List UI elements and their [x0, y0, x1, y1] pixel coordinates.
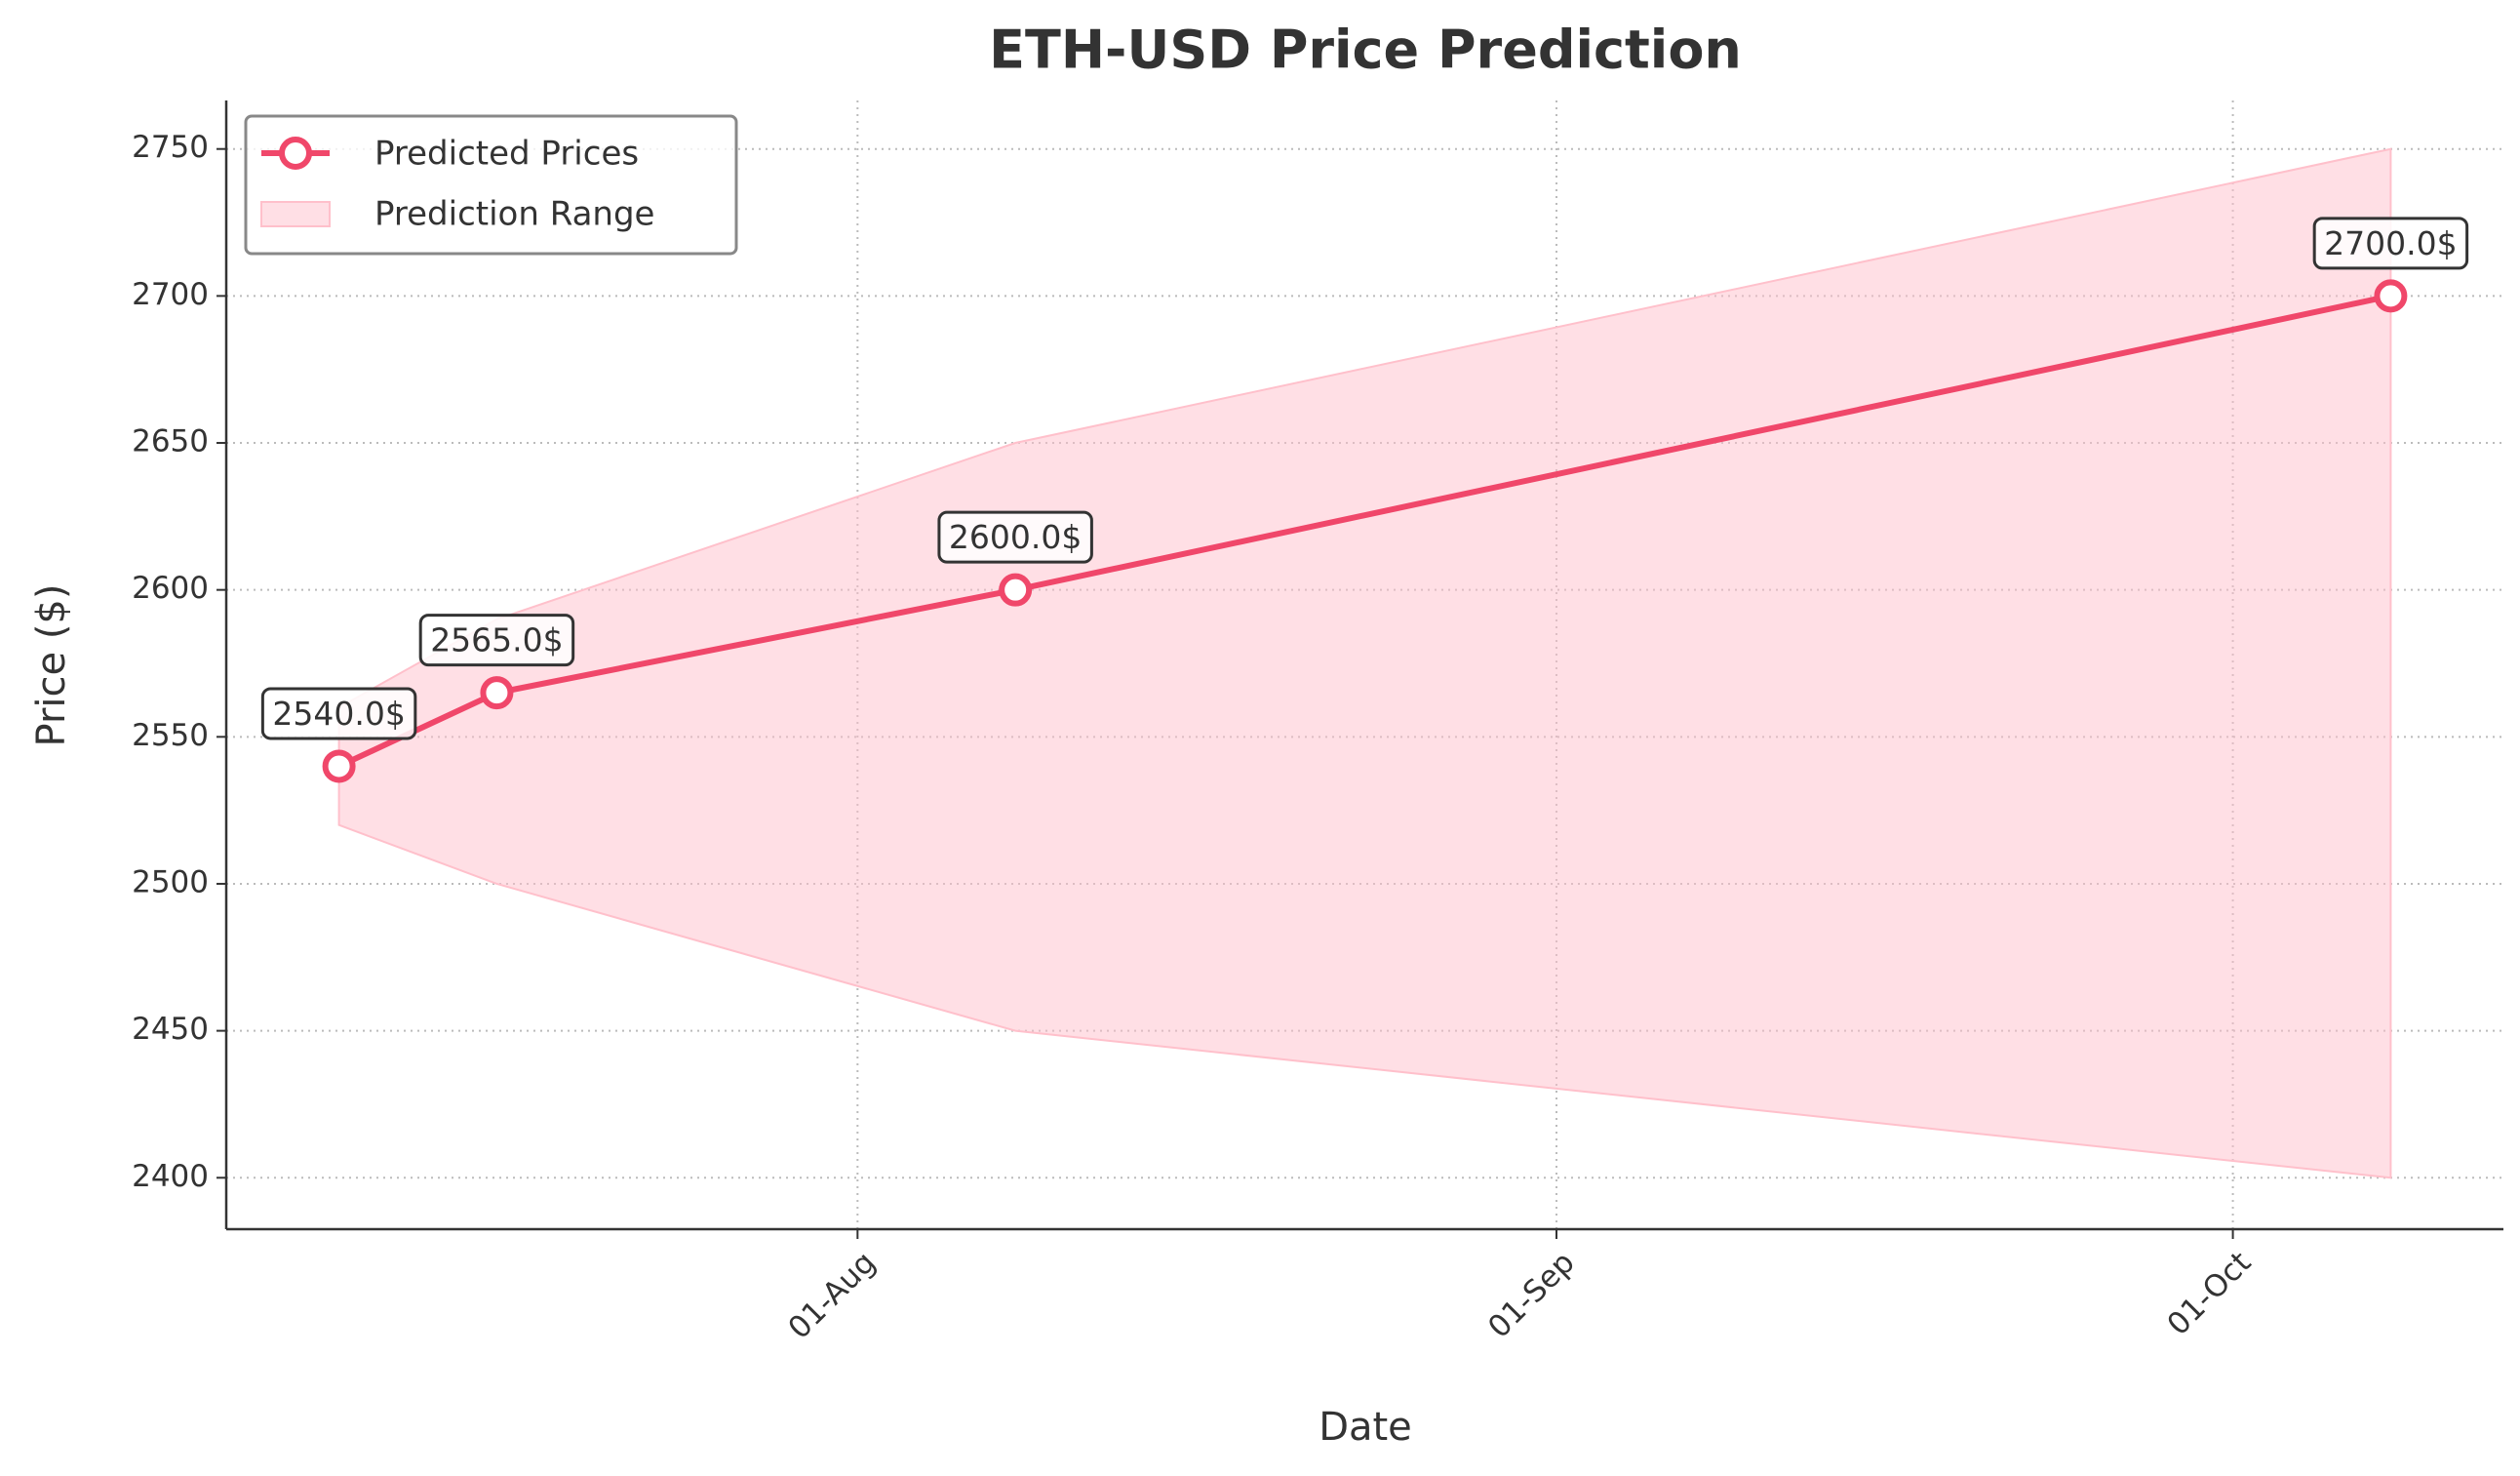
- legend-marker: [279, 137, 312, 170]
- x-tick-label: 01-Sep: [1481, 1245, 1582, 1345]
- value-label-text: 2700.0$: [2324, 224, 2457, 262]
- chart-title: ETH-USD Price Prediction: [989, 20, 1742, 81]
- legend-label: Prediction Range: [374, 195, 654, 234]
- label-box: [2312, 217, 2469, 270]
- legend-box: [244, 114, 738, 256]
- value-label-text: 2540.0$: [272, 695, 405, 733]
- value-label: 2700.0$: [2312, 217, 2469, 270]
- point: [2374, 279, 2408, 313]
- legend-label: Predicted Prices: [374, 135, 639, 174]
- legend-swatch: [260, 201, 331, 227]
- y-tick-label: 2650: [132, 424, 209, 459]
- y-tick-label: 2500: [132, 864, 209, 899]
- y-tick-label: 2750: [132, 130, 209, 165]
- label-box: [260, 687, 417, 740]
- value-label: 2600.0$: [937, 510, 1093, 564]
- value-label-text: 2565.0$: [430, 621, 563, 659]
- y-tick-label: 2400: [132, 1159, 209, 1194]
- x-axis-label: Date: [1319, 1405, 1412, 1450]
- y-axis-label: Price ($): [29, 584, 74, 747]
- y-tick-label: 2600: [132, 571, 209, 606]
- value-label: 2565.0$: [418, 614, 575, 667]
- value-label: 2540.0$: [260, 687, 417, 740]
- x-tick-label: 01-Aug: [781, 1245, 883, 1346]
- point: [480, 676, 514, 710]
- point: [322, 749, 356, 783]
- y-tick-label: 2700: [132, 277, 209, 312]
- value-label-text: 2600.0$: [949, 518, 1082, 556]
- label-box: [937, 510, 1093, 564]
- label-box: [418, 614, 575, 667]
- price-line: [337, 293, 2392, 770]
- y-tick-label: 2550: [132, 718, 209, 753]
- point: [999, 573, 1033, 607]
- x-tick-label: 01-Oct: [2160, 1245, 2258, 1342]
- y-tick-label: 2450: [132, 1012, 209, 1047]
